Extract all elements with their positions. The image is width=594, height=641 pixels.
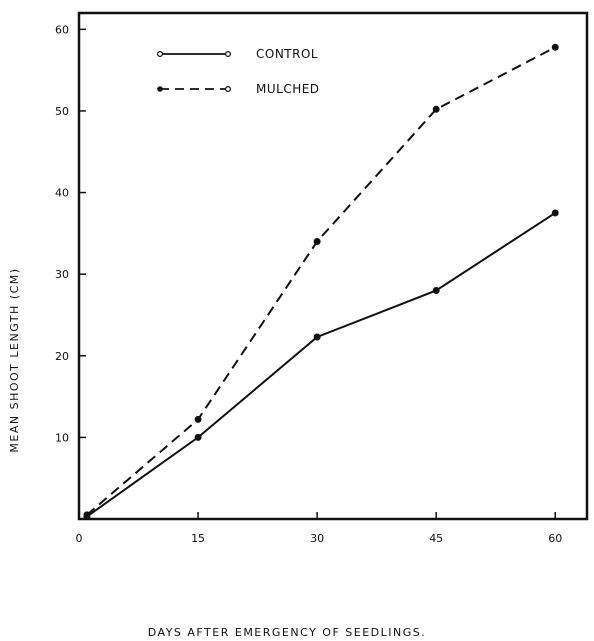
x-axis-label: DAYS AFTER EMERGENCY OF SEEDLINGS. — [148, 626, 427, 639]
y-axis-label: MEAN SHOOT LENGTH (CM) — [8, 267, 21, 452]
data-point-mulched — [194, 415, 202, 423]
y-tick-label: 50 — [55, 105, 69, 118]
x-tick-label: 45 — [429, 532, 443, 545]
legend-label-mulched: MULCHED — [256, 82, 320, 96]
legend-marker-control — [157, 50, 164, 57]
data-point-mulched — [551, 43, 559, 51]
legend-marker-mulched — [157, 86, 163, 92]
x-tick-label: 0 — [76, 532, 83, 545]
series-line-mulched — [86, 46, 556, 516]
legend-marker-control — [225, 50, 232, 57]
x-tick-label: 30 — [310, 532, 324, 545]
data-point-control — [551, 209, 559, 217]
y-tick-label: 20 — [55, 350, 69, 363]
plot-frame — [77, 11, 589, 521]
series-line-control — [86, 212, 556, 518]
legend-label-control: CONTROL — [256, 47, 318, 61]
series-layer — [83, 43, 559, 521]
y-tick-label: 40 — [55, 187, 69, 200]
data-point-control — [432, 286, 440, 294]
y-tick-label: 30 — [55, 268, 69, 281]
x-tick-label: 15 — [191, 532, 205, 545]
y-tick-label: 10 — [55, 431, 69, 444]
x-tick-label: 60 — [548, 532, 562, 545]
data-point-mulched — [313, 238, 321, 246]
y-tick-label: 60 — [55, 23, 69, 36]
x-axis-ticks: 0 15 30 45 60 — [76, 512, 562, 545]
data-point-control — [194, 433, 202, 441]
data-point-mulched — [83, 511, 91, 519]
legend: CONTROL MULCHED — [157, 47, 319, 96]
legend-marker-mulched — [225, 85, 232, 92]
data-point-mulched — [432, 105, 440, 113]
y-axis-ticks: 10 20 30 40 50 60 — [55, 23, 86, 444]
data-point-control — [313, 333, 321, 341]
